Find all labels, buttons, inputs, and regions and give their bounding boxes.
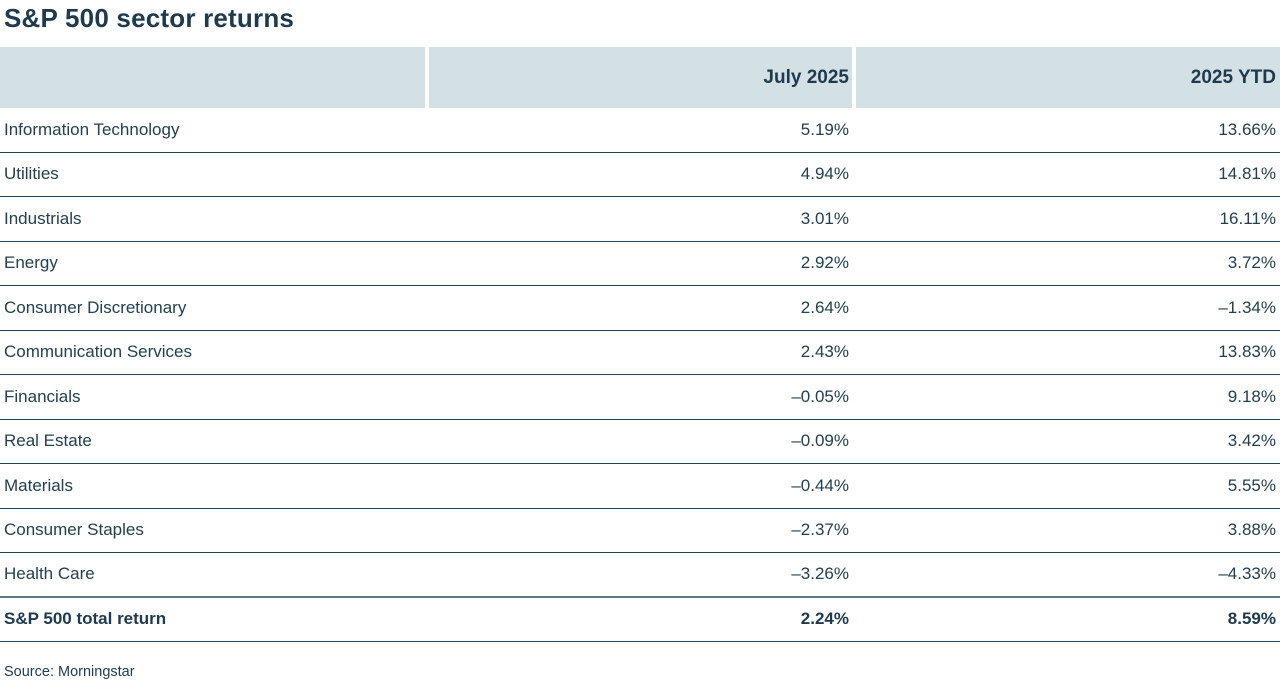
table-row-consumer-discretionary: Consumer Discretionary 2.64% –1.34% — [0, 286, 1280, 331]
ytd-value: 3.42% — [1227, 431, 1276, 451]
table-row-real-estate: Real Estate –0.09% 3.42% — [0, 420, 1280, 464]
header-cell-2025-ytd: 2025 YTD — [856, 47, 1280, 108]
table-row-information-technology: Information Technology 5.19% 13.66% — [0, 108, 1280, 153]
ytd-value: 16.11% — [1219, 208, 1276, 228]
july-value: –2.37% — [791, 520, 849, 540]
ytd-value: 14.81% — [1218, 164, 1276, 184]
header-cell-july-2025: July 2025 — [429, 47, 852, 108]
header-cell-sector — [0, 47, 425, 108]
page-title: S&P 500 sector returns — [4, 3, 295, 33]
table-row-utilities: Utilities 4.94% 14.81% — [0, 153, 1280, 197]
sector-label: Energy — [4, 253, 58, 273]
ytd-value: 13.83% — [1218, 342, 1276, 362]
sector-returns-table: July 2025 2025 YTD Information Technolog… — [0, 47, 1280, 642]
sector-label: Real Estate — [4, 431, 92, 451]
july-value: –0.44% — [791, 475, 849, 495]
july-value: 2.64% — [800, 297, 849, 317]
july-value: –3.26% — [791, 564, 849, 584]
table-header-row: July 2025 2025 YTD — [0, 47, 1280, 108]
july-value: –0.05% — [791, 386, 849, 406]
ytd-value: 13.66% — [1218, 119, 1276, 139]
sector-label: Materials — [4, 475, 73, 495]
sector-label: Financials — [4, 386, 81, 406]
ytd-value: 3.72% — [1227, 253, 1276, 273]
table-row-sp500-total-return: S&P 500 total return 2.24% 8.59% — [0, 598, 1280, 642]
table-row-financials: Financials –0.05% 9.18% — [0, 375, 1280, 420]
table-row-health-care: Health Care –3.26% –4.33% — [0, 553, 1280, 598]
july-value: –0.09% — [791, 431, 849, 451]
sector-label: Utilities — [4, 164, 59, 184]
table-row-industrials: Industrials 3.01% 16.11% — [0, 197, 1280, 242]
july-value: 5.19% — [800, 119, 849, 139]
sector-label: Health Care — [4, 564, 95, 584]
table-body: Information Technology 5.19% 13.66% Util… — [0, 108, 1280, 642]
ytd-value: 9.18% — [1227, 386, 1276, 406]
total-july-value: 2.24% — [800, 609, 849, 629]
sector-label: Consumer Discretionary — [4, 297, 187, 317]
sector-label: Consumer Staples — [4, 520, 144, 540]
ytd-value: –1.34% — [1218, 297, 1276, 317]
july-value: 3.01% — [800, 208, 849, 228]
table-row-materials: Materials –0.44% 5.55% — [0, 464, 1280, 509]
source-attribution: Source: Morningstar — [4, 664, 135, 680]
total-ytd-value: 8.59% — [1227, 609, 1276, 629]
july-value: 2.43% — [800, 342, 849, 362]
sector-label: Industrials — [4, 208, 82, 228]
ytd-value: –4.33% — [1218, 564, 1276, 584]
july-value: 2.92% — [800, 253, 849, 273]
table-row-communication-services: Communication Services 2.43% 13.83% — [0, 331, 1280, 375]
table-row-consumer-staples: Consumer Staples –2.37% 3.88% — [0, 509, 1280, 553]
ytd-value: 5.55% — [1227, 475, 1276, 495]
july-value: 4.94% — [800, 164, 849, 184]
table-row-energy: Energy 2.92% 3.72% — [0, 242, 1280, 286]
total-label: S&P 500 total return — [4, 609, 167, 629]
sector-label: Communication Services — [4, 342, 193, 362]
ytd-value: 3.88% — [1227, 520, 1276, 540]
sector-label: Information Technology — [4, 119, 180, 139]
